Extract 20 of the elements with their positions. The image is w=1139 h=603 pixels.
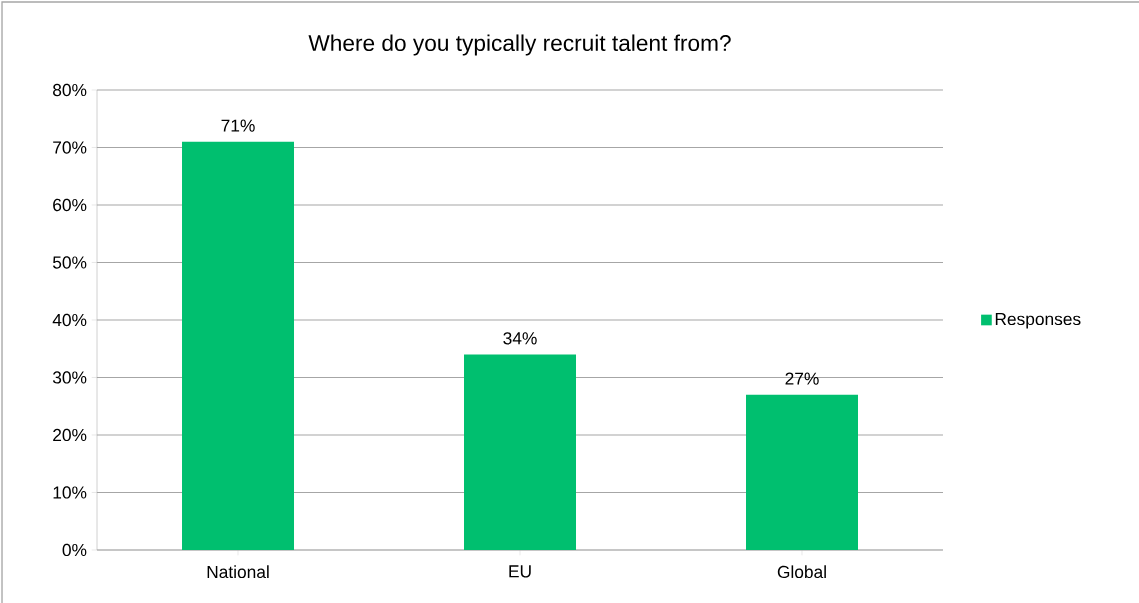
bar [746,394,858,550]
x-tick-label: National [207,565,269,579]
legend-label: Responses [995,313,1081,329]
data-label: 34% [503,332,537,345]
x-tick-label: EU [509,565,531,578]
data-label: 27% [785,372,819,385]
y-tick-label: 0% [62,543,87,557]
y-tick-label: 10% [53,486,87,499]
y-tick-label: 20% [53,428,87,442]
data-label: 71% [221,119,255,132]
y-tick-label: 80% [53,83,87,97]
bar [182,141,295,550]
y-tick-label: 40% [52,313,87,327]
bar [464,354,576,550]
y-tick-label: 60% [53,198,87,212]
y-tick-label: 30% [52,371,87,384]
y-tick-label: 50% [52,256,87,269]
y-tick-label: 70% [53,141,87,154]
chart-title: Where do you typically recruit talent from? [308,34,731,56]
x-tick-label: Global [777,565,826,579]
